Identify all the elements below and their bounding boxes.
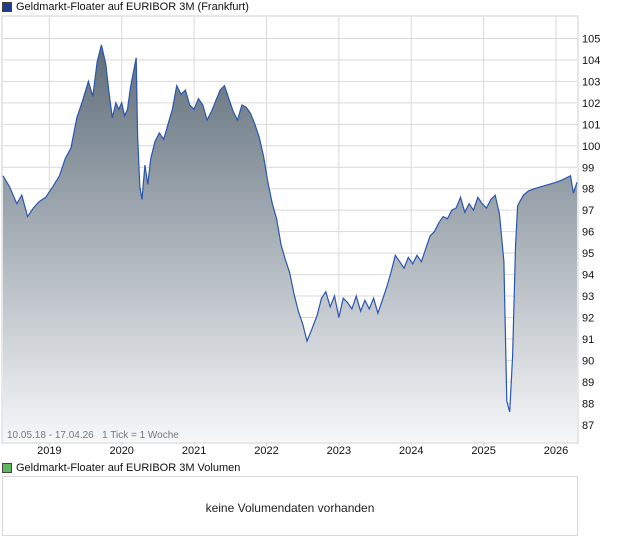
price-legend-label: Geldmarkt-Floater auf EURIBOR 3M (Frankf…: [16, 1, 249, 13]
volume-legend-label: Geldmarkt-Floater auf EURIBOR 3M Volumen: [16, 462, 241, 474]
volume-legend-swatch: [2, 463, 12, 473]
x-tick-label: 2021: [182, 445, 206, 457]
y-tick-label: 101: [582, 119, 600, 131]
price-legend: Geldmarkt-Floater auf EURIBOR 3M (Frankf…: [2, 0, 249, 14]
x-tick-label: 2023: [327, 445, 351, 457]
x-tick-label: 2020: [109, 445, 133, 457]
y-tick-label: 87: [582, 420, 594, 432]
x-tick-label: 2025: [471, 445, 495, 457]
y-tick-label: 93: [582, 291, 594, 303]
y-tick-label: 98: [582, 184, 594, 196]
x-tick-label: 2019: [37, 445, 61, 457]
y-tick-label: 89: [582, 377, 594, 389]
volume-empty-message: keine Volumendaten vorhanden: [205, 501, 375, 515]
y-tick-label: 99: [582, 162, 594, 174]
y-tick-label: 94: [582, 270, 594, 282]
y-tick-label: 105: [582, 33, 600, 45]
x-tick-label: 2022: [254, 445, 278, 457]
watermark-text: CHECK: [305, 228, 385, 253]
y-tick-label: 91: [582, 334, 594, 346]
y-axis: 87 88 89 90 91 92 93 94 95 96 97 98 99 100 101 102 103 10…: [582, 33, 600, 431]
y-tick-label: 97: [582, 205, 594, 217]
range-info: 10.05.18 - 17.04.26 1 Tick = 1 Woche: [7, 430, 179, 441]
plot-frame: [1, 15, 579, 444]
y-tick-label: 90: [582, 355, 594, 367]
y-tick-label: 96: [582, 227, 594, 239]
volume-legend: Geldmarkt-Floater auf EURIBOR 3M Volumen: [2, 461, 240, 475]
x-tick-label: 2026: [544, 445, 568, 457]
price-chart: CHECK 87 88 89 90 91 92 93 94 95 96 97 98 99 100 101 10…: [1, 15, 600, 457]
y-tick-label: 88: [582, 398, 594, 410]
x-tick-label: 2024: [399, 445, 423, 457]
x-axis: 2019 2020 2021 2022 2023 2024 2025 2026: [37, 445, 568, 457]
y-tick-label: 103: [582, 76, 600, 88]
y-tick-label: 102: [582, 98, 600, 110]
y-tick-label: 92: [582, 313, 594, 325]
y-tick-label: 104: [582, 55, 600, 67]
price-line: [2, 44, 578, 413]
y-tick-label: 95: [582, 248, 594, 260]
volume-panel: keine Volumendaten vorhanden: [2, 476, 578, 536]
y-tick-label: 100: [582, 141, 600, 153]
price-legend-swatch: [2, 2, 12, 12]
price-area: [3, 44, 577, 443]
